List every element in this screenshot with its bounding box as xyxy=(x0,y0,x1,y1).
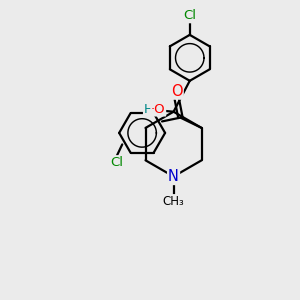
Text: O: O xyxy=(171,84,183,99)
Text: Cl: Cl xyxy=(183,9,196,22)
Text: Cl: Cl xyxy=(110,156,123,169)
Text: H: H xyxy=(144,103,154,116)
Text: N: N xyxy=(168,169,179,184)
Text: CH₃: CH₃ xyxy=(163,195,184,208)
Text: ·O: ·O xyxy=(151,103,166,116)
